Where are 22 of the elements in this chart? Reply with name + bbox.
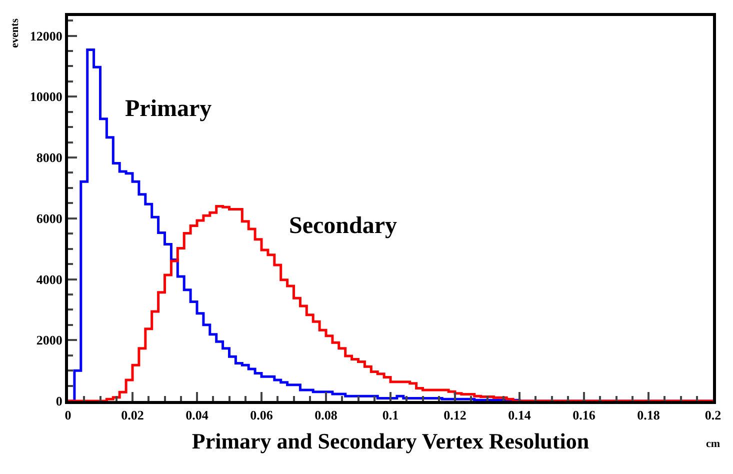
x-tick-label: 0.16 [572, 408, 596, 423]
x-tick-label: 0.18 [637, 408, 660, 423]
y-tick-label: 0 [56, 394, 62, 409]
y-tick-label: 10000 [30, 89, 62, 104]
x-axis-title: Primary and Secondary Vertex Resolution [192, 428, 590, 454]
series-label: Primary [125, 96, 212, 122]
y-tick-label: 6000 [36, 210, 62, 226]
y-tick-label: 4000 [36, 272, 62, 287]
x-tick-label: 0.08 [314, 408, 338, 423]
y-axis-title: events [8, 18, 21, 48]
x-tick-label: 0.02 [121, 408, 144, 423]
x-tick-label: 0.14 [508, 408, 532, 423]
y-tick-label: 12000 [30, 28, 62, 44]
x-tick-label: 0.1 [382, 408, 399, 423]
text: cm [706, 438, 720, 450]
y-tick-label: 2000 [36, 332, 62, 348]
x-tick-label: 0.2 [704, 408, 722, 423]
series-label: Secondary [289, 213, 397, 239]
x-tick-label: 0.04 [186, 408, 209, 423]
x-tick-label: 0.12 [444, 408, 466, 423]
x-tick-label: 0.06 [250, 408, 274, 423]
y-tick-label: 8000 [36, 150, 62, 166]
